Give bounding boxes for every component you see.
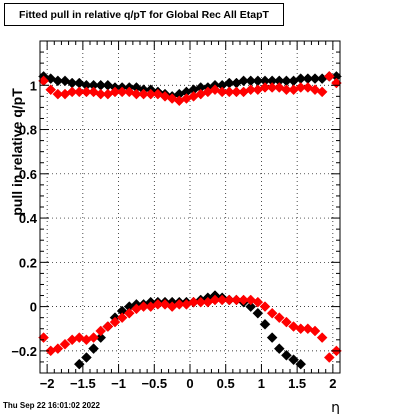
data-point [295, 82, 307, 93]
data-point [281, 84, 292, 96]
data-point [52, 343, 64, 355]
axis-tick-labels: −2 −1.5 −1 −0.5 0 0.5 1 1.5 2 −0.2 0 0.2 0.4 0.6 0.8 1 [11, 78, 336, 391]
data-point [52, 88, 64, 100]
data-point [266, 82, 278, 93]
data-point [152, 299, 164, 310]
data-point [81, 352, 92, 363]
data-point [173, 299, 185, 310]
data-point [223, 86, 235, 98]
y-tick-label-6: 1 [30, 78, 37, 93]
data-point [95, 88, 107, 100]
data-point [195, 296, 207, 308]
data-point [295, 323, 307, 335]
data-point [88, 332, 99, 343]
data-point [109, 316, 121, 328]
data-point [281, 316, 292, 328]
data-point [266, 307, 278, 319]
data-point [231, 86, 242, 98]
x-tick-label-2: −1 [111, 376, 126, 391]
data-markers [38, 71, 342, 370]
data-point [138, 88, 149, 100]
data-point [109, 86, 121, 98]
data-point [273, 312, 285, 324]
y-tick-label-0: −0.2 [11, 344, 37, 359]
data-point [138, 301, 149, 312]
data-point [116, 86, 128, 98]
data-point [288, 354, 299, 366]
data-point [216, 294, 228, 306]
series-0-mean [38, 71, 342, 102]
data-point [316, 332, 328, 343]
data-point [145, 88, 157, 100]
x-tick-label-6: 1 [258, 376, 265, 391]
data-point [81, 86, 92, 98]
data-point [273, 343, 285, 355]
data-point [245, 301, 257, 312]
y-tick-label-2: 0.2 [19, 255, 37, 270]
data-point [216, 86, 228, 98]
chart-title: Fitted pull in relative q/pT for Global … [4, 3, 284, 26]
data-point [95, 325, 107, 337]
data-point [231, 294, 242, 306]
data-point [73, 358, 85, 370]
data-point [123, 307, 135, 319]
data-point [102, 321, 114, 332]
axis-ticks [39, 41, 341, 374]
y-axis-label: pull in relative q/pT [9, 88, 25, 216]
data-point [188, 296, 199, 308]
data-point [45, 84, 57, 96]
y-tick-label-3: 0.4 [19, 211, 38, 226]
x-tick-label-4: 0 [186, 376, 193, 391]
data-point [252, 307, 264, 319]
data-point [316, 86, 328, 98]
x-tick-label-3: −0.5 [141, 376, 167, 391]
data-point [66, 86, 78, 98]
data-point [323, 352, 335, 363]
data-point [238, 75, 249, 87]
y-tick-label-1: 0 [30, 300, 37, 315]
data-point [95, 332, 107, 343]
y-tick-label-5: 0.8 [19, 123, 37, 138]
series-3-sigma [38, 294, 342, 363]
data-point [245, 84, 257, 96]
data-point [309, 325, 321, 337]
data-point [131, 88, 142, 100]
data-point [88, 343, 99, 355]
data-point [266, 332, 278, 343]
data-point [259, 301, 271, 312]
y-tick-label-4: 0.6 [19, 167, 37, 182]
x-tick-label-0: −2 [40, 376, 55, 391]
footer-timestamp: Thu Sep 22 16:01:02 2022 [3, 401, 100, 410]
data-point [52, 75, 64, 87]
x-tick-label-7: 1.5 [288, 376, 306, 391]
data-point [281, 349, 292, 361]
x-tick-label-8: 2 [329, 376, 336, 391]
data-point [259, 318, 271, 330]
data-point [309, 73, 321, 84]
data-point [238, 294, 249, 306]
data-point [116, 312, 128, 324]
data-point [209, 294, 221, 306]
x-tick-label-5: 0.5 [217, 376, 235, 391]
data-point [252, 296, 264, 308]
data-point [295, 358, 307, 370]
x-axis-label: η [331, 400, 340, 414]
data-point [223, 294, 235, 306]
x-tick-label-1: −1.5 [70, 376, 96, 391]
data-point [59, 338, 71, 350]
series-1-mean [38, 71, 342, 107]
data-point [73, 86, 85, 98]
data-point [323, 71, 335, 82]
data-point [259, 82, 271, 93]
